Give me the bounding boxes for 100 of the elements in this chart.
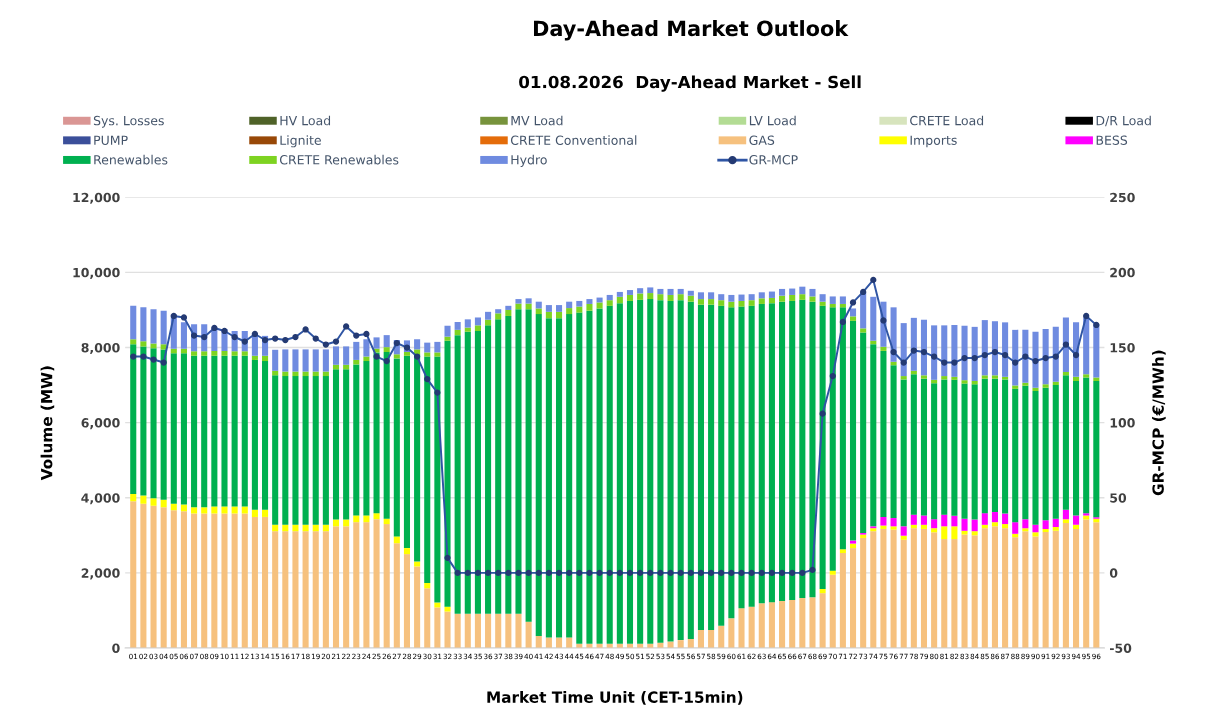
bar: [535, 308, 542, 315]
bar: [606, 305, 613, 644]
bar: [231, 351, 238, 356]
bar: [951, 526, 958, 540]
bar: [971, 384, 978, 520]
bar: [991, 375, 998, 379]
bar: [586, 303, 593, 311]
bar: [1062, 522, 1069, 648]
bar: [332, 369, 340, 520]
bar: [566, 308, 573, 315]
bar: [687, 290, 694, 296]
bar: [525, 621, 532, 648]
bar: [931, 519, 938, 529]
bar: [910, 514, 917, 525]
bar: [393, 358, 400, 537]
bar: [221, 355, 228, 507]
bar: [211, 513, 218, 648]
bar: [343, 526, 350, 648]
bar: [322, 376, 329, 525]
bar: [150, 505, 157, 648]
bar: [981, 513, 988, 525]
bar: [343, 346, 350, 365]
bar: [657, 300, 664, 643]
bar: [302, 524, 309, 532]
bar: [708, 304, 715, 630]
bar: [363, 361, 370, 516]
bar: [555, 305, 563, 312]
bar: [951, 324, 958, 377]
bar: [241, 506, 248, 514]
bar: [789, 599, 796, 648]
bar: [1032, 391, 1039, 525]
bar: [393, 536, 400, 544]
bar: [1022, 528, 1029, 532]
bar: [971, 326, 978, 381]
bar: [424, 352, 431, 357]
bar: [414, 339, 421, 350]
bar: [505, 613, 512, 648]
y-tick-label: 4,000: [81, 493, 120, 505]
bar: [241, 351, 248, 356]
bar: [322, 524, 329, 532]
bar: [292, 349, 299, 372]
bar: [1073, 524, 1080, 529]
bar: [697, 629, 704, 648]
bar: [495, 613, 502, 648]
bar: [393, 543, 400, 648]
bar: [343, 369, 350, 520]
bar: [262, 509, 269, 517]
bar: [718, 625, 725, 648]
bar: [748, 294, 755, 301]
bar: [515, 309, 522, 614]
bar: [1012, 388, 1019, 523]
bar: [424, 342, 431, 353]
bar: [566, 637, 573, 648]
bar: [545, 318, 552, 638]
bar: [860, 537, 867, 648]
bar: [1052, 385, 1059, 519]
bar: [312, 376, 319, 525]
bar: [201, 351, 208, 356]
bar: [191, 351, 198, 356]
bar: [961, 383, 968, 519]
bar: [920, 319, 928, 376]
legend-label: GAS: [749, 135, 775, 145]
bar: [971, 519, 978, 532]
bar: [272, 524, 279, 532]
bar: [961, 325, 968, 381]
bar: [414, 566, 421, 648]
bar: [829, 574, 836, 648]
bar: [1032, 387, 1039, 392]
bar: [941, 514, 948, 527]
bar: [718, 294, 725, 301]
bar: [677, 294, 684, 301]
legend-label: GR-MCP: [749, 155, 798, 165]
bar: [1062, 519, 1069, 523]
bar: [849, 540, 857, 544]
legend-label: PUMP: [94, 135, 128, 145]
y-tick-label: 12,000: [73, 192, 120, 204]
bar: [647, 293, 654, 300]
bar: [525, 309, 532, 622]
bar: [647, 287, 654, 294]
bar: [383, 347, 390, 353]
bar: [1073, 515, 1080, 525]
bar: [819, 294, 826, 302]
bar: [1062, 375, 1069, 510]
bar: [910, 528, 917, 648]
bar: [383, 352, 390, 519]
x-axis-title: Market Time Unit (CET-15min): [487, 691, 743, 705]
bar: [434, 356, 441, 603]
bar: [434, 341, 441, 353]
bar: [799, 294, 806, 300]
bar: [667, 300, 674, 642]
bar: [444, 606, 451, 612]
bar: [474, 330, 481, 614]
bar: [221, 350, 228, 356]
bar: [140, 495, 147, 504]
legend-label: CRETE Conventional: [510, 135, 637, 145]
bar: [819, 593, 826, 648]
bar: [951, 515, 958, 527]
bar: [779, 288, 786, 296]
legend-label: Sys. Losses: [93, 115, 164, 128]
bar: [464, 327, 471, 332]
